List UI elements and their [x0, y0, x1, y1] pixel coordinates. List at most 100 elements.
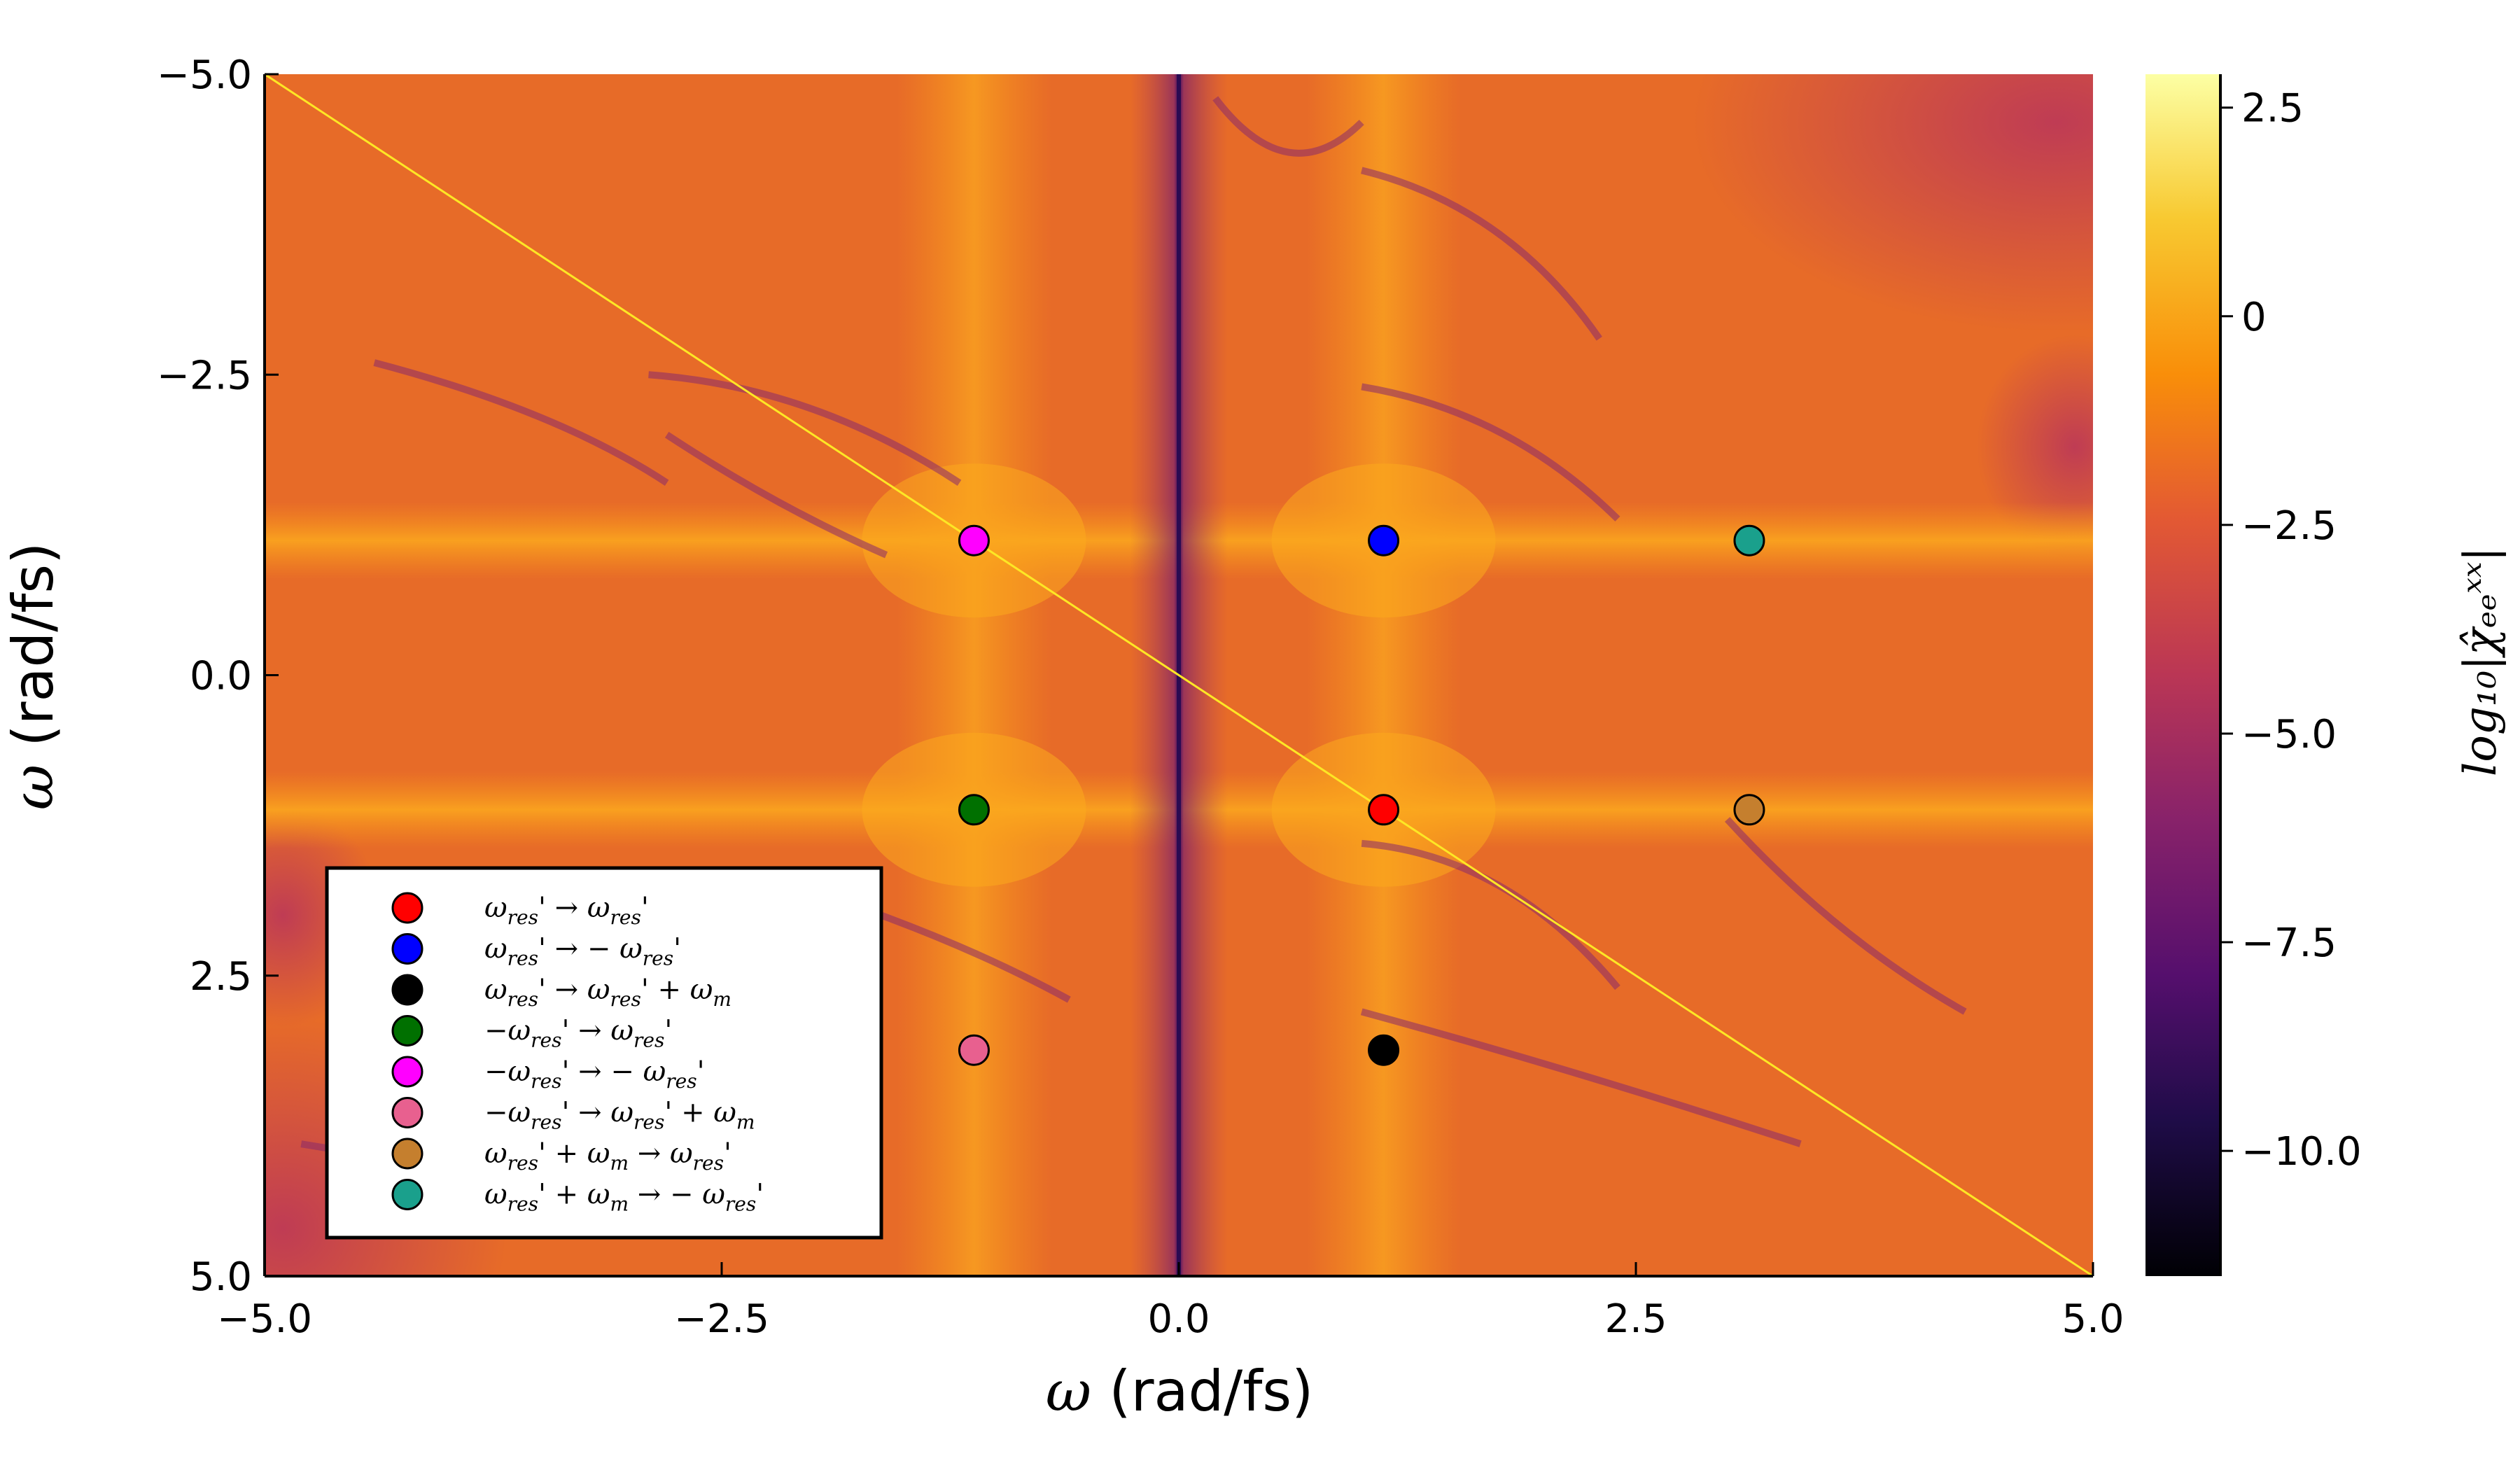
colorbar-tick-label: −10.0 — [2241, 1129, 2362, 1175]
legend-label-subscript: m — [610, 1193, 629, 1216]
marker-layer — [958, 524, 1765, 1066]
legend-label-part: ' + ω — [664, 1097, 736, 1129]
colorbar: 2.5 0 −2.5 −5.0 −7.5 −10.0 — [2146, 74, 2362, 1276]
heatmap-diagonal-line — [265, 74, 2093, 1276]
legend-label-part: ' + ω — [538, 1138, 610, 1170]
legend-label: ωres' + ωm → − ωres' — [484, 1179, 764, 1216]
y-axis-label-unit: (rad/fs) — [1, 542, 66, 747]
axes: −5.0 −2.5 0.0 2.5 5.0−5.0−2.50.02.55.0 — [157, 52, 2124, 1342]
legend-marker — [391, 974, 424, 1006]
heatmap-ridge — [1360, 1008, 1802, 1147]
y-tick-label: 0.0 — [190, 654, 252, 699]
colorbar-tick-label: −2.5 — [2241, 503, 2337, 549]
heatmap-ridge — [1361, 383, 1620, 522]
legend-label-subscript: m — [736, 1111, 755, 1134]
y-tick-label: 2.5 — [190, 954, 252, 1000]
legend-marker — [391, 933, 424, 965]
legend-label: −ωres' → − ωres' — [484, 1056, 705, 1093]
legend-label-part: ' → ω — [561, 1015, 634, 1047]
legend-label-part: ' → − ω — [561, 1056, 666, 1088]
legend-label-subscript: res — [610, 988, 641, 1011]
data-point — [1368, 794, 1400, 826]
x-tick-label: −5.0 — [217, 1296, 312, 1342]
legend-label-part: ω — [484, 1138, 507, 1170]
data-point — [958, 794, 990, 826]
y-axis-label: ω (rad/fs) — [1, 542, 66, 811]
legend-label-part: ' — [724, 1138, 732, 1170]
legend-marker — [391, 1179, 424, 1210]
legend-label: ωres' → − ωres' — [484, 933, 681, 970]
legend-label: −ωres' → ωres' + ωm — [484, 1097, 755, 1134]
legend-label: ωres' → ωres' — [484, 892, 649, 929]
legend-marker — [391, 1015, 424, 1046]
legend-label: −ωres' → ωres' — [484, 1015, 672, 1052]
legend-label-part: ω — [484, 933, 507, 965]
legend-label-subscript: res — [634, 1111, 664, 1134]
legend-label-subscript: res — [610, 906, 641, 929]
x-tick-label: 0.0 — [1147, 1296, 1210, 1342]
legend-label-part: ' — [664, 1015, 672, 1047]
legend-marker — [391, 892, 424, 924]
data-point — [958, 1034, 990, 1066]
legend-label-subscript: res — [531, 1029, 561, 1052]
legend-label-subscript: res — [531, 1111, 561, 1134]
heatmap-ridge — [1361, 167, 1602, 341]
heatmap-ridge — [373, 359, 669, 486]
legend-label-subscript: res — [693, 1152, 724, 1175]
colorbar-label: log₁₀|χ̂ₑₑˣˣ| — [2455, 547, 2507, 776]
x-tick-label: −2.5 — [674, 1296, 769, 1342]
y-axis-label-symbol: ω — [1, 764, 66, 810]
legend-label-part: −ω — [484, 1056, 531, 1088]
colorbar-tick-label: −5.0 — [2241, 712, 2337, 757]
colorbar-gradient — [2146, 74, 2220, 1276]
legend: ωres' → ωres'ωres' → − ωres'ωres' → ωres… — [325, 866, 883, 1240]
heatmap-layer — [265, 74, 2093, 1276]
legend-label-part: ω — [484, 892, 507, 924]
x-axis-label-unit: (rad/fs) — [1109, 1359, 1313, 1424]
legend-box — [325, 866, 883, 1240]
legend-label-subscript: res — [507, 1193, 538, 1216]
heatmap-dark-region — [1692, 74, 2093, 332]
x-axis-label-symbol: ω — [1046, 1359, 1091, 1424]
x-tick-label: 2.5 — [1604, 1296, 1667, 1342]
legend-label-subscript: res — [531, 1070, 561, 1093]
legend-label-subscript: res — [507, 988, 538, 1011]
legend-label-part: ω — [484, 974, 507, 1006]
legend-label-part: −ω — [484, 1097, 531, 1129]
x-axis-label: ω (rad/fs) — [1046, 1359, 1314, 1424]
legend-label-part: ' + ω — [538, 1179, 610, 1211]
y-tick-label: −2.5 — [157, 353, 252, 398]
legend-label-subscript: res — [643, 947, 673, 970]
legend-label-part: ' — [641, 892, 649, 924]
legend-label: ωres' + ωm → ωres' — [484, 1138, 732, 1175]
data-point — [1733, 524, 1765, 556]
legend-label-part: → − ω — [629, 1179, 725, 1211]
heatmap-ridge — [664, 431, 888, 559]
legend-label-subscript: res — [634, 1029, 664, 1052]
legend-label: ωres' → ωres' + ωm — [484, 974, 732, 1011]
legend-label-subscript: m — [713, 988, 732, 1011]
legend-label-part: ω — [484, 1179, 507, 1211]
data-point — [1368, 524, 1400, 556]
legend-label-part: ' → ω — [561, 1097, 634, 1129]
legend-label-part: ' → − ω — [538, 933, 643, 965]
legend-label-part: → ω — [629, 1138, 693, 1170]
heatmap-ridge — [1724, 817, 1967, 1015]
colorbar-tick-label: 2.5 — [2241, 86, 2304, 132]
heatmap-bright-column — [897, 74, 1051, 1276]
legend-label-part: ' + ω — [641, 974, 713, 1006]
heatmap-ridge — [648, 371, 962, 486]
legend-label-subscript: res — [507, 947, 538, 970]
x-tick-label: 5.0 — [2062, 1296, 2124, 1342]
data-point — [958, 524, 990, 556]
heatmap-bright-column — [1306, 74, 1461, 1276]
colorbar-tick-label: 0 — [2241, 295, 2267, 340]
legend-label-subscript: res — [507, 906, 538, 929]
legend-label-part: ' → ω — [538, 974, 610, 1006]
colorbar-tick-label: −7.5 — [2241, 920, 2337, 966]
legend-marker — [391, 1138, 424, 1170]
data-point — [1733, 794, 1765, 826]
legend-label-subscript: res — [725, 1193, 756, 1216]
legend-label-subscript: res — [666, 1070, 696, 1093]
